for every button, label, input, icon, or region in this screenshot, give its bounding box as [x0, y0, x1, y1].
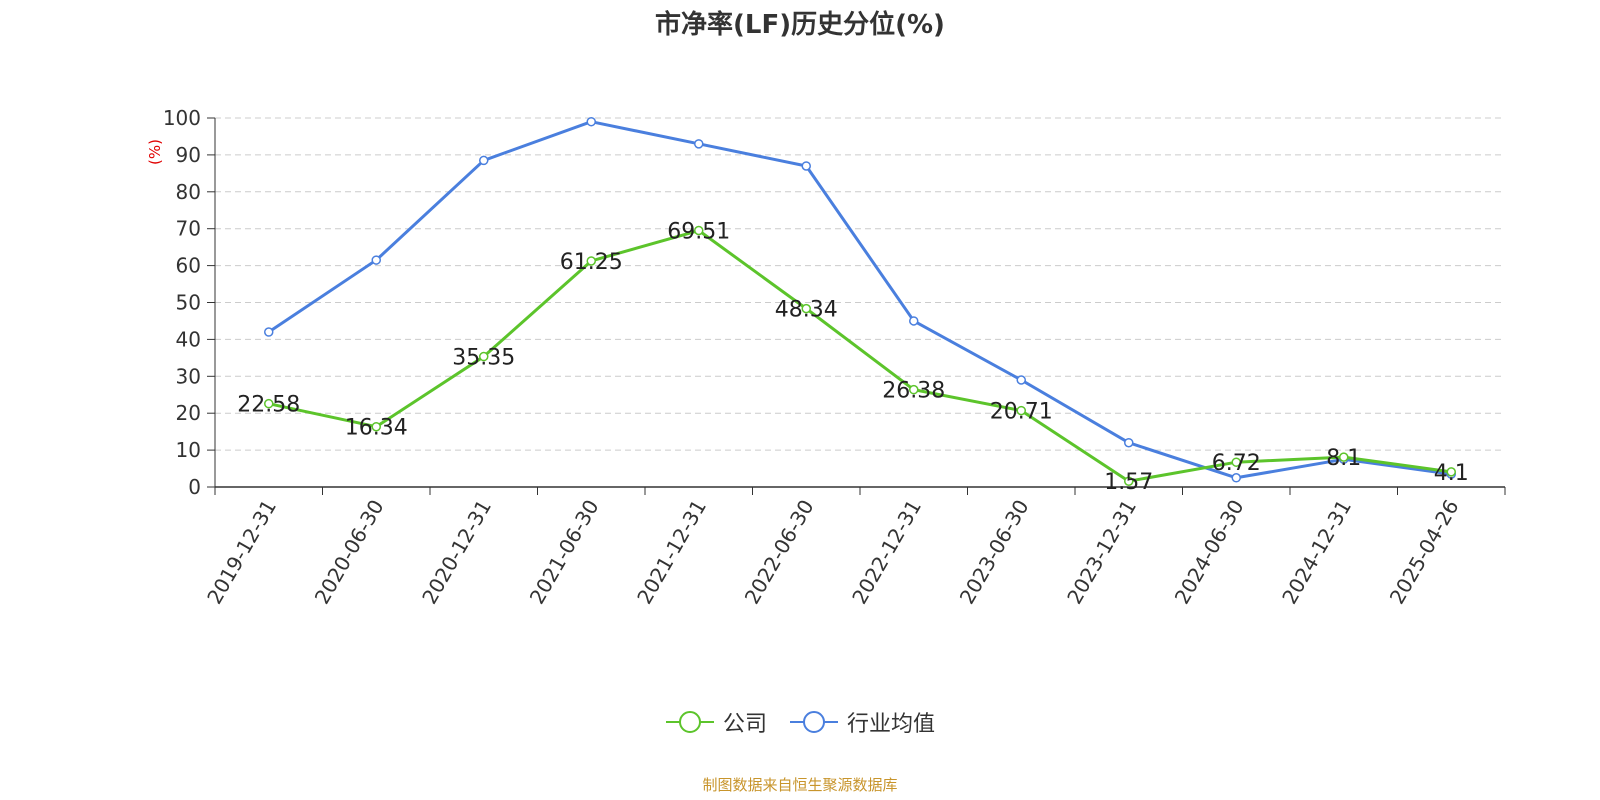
x-tick-label: 2022-12-31 [847, 496, 926, 609]
source-note: 制图数据来自恒生聚源数据库 [702, 776, 898, 794]
x-tick-label: 2020-06-30 [310, 496, 389, 609]
y-tick-label: 90 [176, 143, 201, 167]
data-point [1446, 467, 1456, 477]
data-point [801, 161, 811, 171]
data-point [586, 116, 596, 127]
grid-layer [215, 117, 1505, 451]
y-tick-label: 10 [176, 438, 201, 462]
legend: 公司 行业均值 [0, 706, 1600, 738]
data-point [1124, 437, 1134, 448]
data-label: 4.1 [1434, 461, 1469, 486]
data-point [694, 139, 704, 149]
data-label: 20.71 [990, 400, 1053, 425]
data-label: 26.38 [882, 379, 945, 404]
data-label: 1.57 [1104, 470, 1153, 495]
series-layer [264, 116, 1456, 486]
data-label: 61.25 [560, 250, 623, 275]
data-point [1231, 457, 1241, 467]
y-tick-label: 50 [176, 291, 201, 315]
y-tick-label: 80 [176, 180, 201, 204]
data-point [371, 255, 381, 265]
y-axis-label: (%) [146, 139, 164, 165]
x-tick-label: 2023-06-30 [955, 496, 1034, 609]
data-label: 69.51 [667, 220, 730, 245]
legend-item[interactable]: 行业均值 [789, 706, 935, 738]
legend-marker-icon [790, 711, 838, 733]
legend-item[interactable]: 公司 [665, 706, 767, 738]
x-tick-label: 2025-04-26 [1385, 496, 1464, 609]
data-label: 8.1 [1326, 446, 1361, 471]
y-tick-label: 60 [176, 254, 201, 278]
data-point [264, 398, 274, 409]
y-tick-label: 70 [176, 217, 201, 241]
data-label: 48.34 [775, 298, 838, 323]
data-point [479, 155, 489, 166]
data-label: 22.58 [237, 393, 300, 418]
data-point [1016, 405, 1026, 416]
x-tick-label: 2021-12-31 [632, 496, 711, 609]
y-tick-label: 40 [176, 327, 201, 351]
data-point [371, 421, 381, 432]
series-line [268, 229, 1452, 483]
data-label: 35.35 [452, 346, 515, 371]
data-point [264, 327, 274, 337]
x-tick-label: 2021-06-30 [525, 496, 604, 609]
data-point [586, 256, 596, 266]
y-tick-label: 20 [176, 401, 201, 425]
x-tick-label: 2020-12-31 [417, 496, 496, 609]
data-point [694, 225, 704, 236]
y-tick-label: 0 [188, 475, 201, 499]
data-label: 16.34 [345, 416, 408, 441]
label-layer: 22.58 16.34 35.35 61.25 69.51 48.34 26.38 20.71… [237, 220, 1468, 496]
data-point [1124, 476, 1134, 486]
data-point [1339, 452, 1349, 462]
x-tick-label: 2022-06-30 [740, 496, 819, 609]
data-label: 6.72 [1212, 451, 1261, 476]
axis-layer: 0 10 20 30 40 50 60 70 80 90 100 (%) 2019-12-31 2020-… [146, 106, 1506, 609]
y-tick-label: 100 [163, 106, 201, 130]
data-point [1016, 375, 1026, 385]
series-line [267, 120, 1452, 480]
x-tick-label: 2023-12-31 [1062, 496, 1141, 609]
data-point [479, 351, 489, 362]
legend-label: 公司 [722, 712, 767, 737]
data-point [909, 384, 919, 395]
data-point [801, 303, 811, 314]
data-point [909, 316, 919, 326]
legend-marker-icon [665, 711, 714, 733]
data-point [1231, 473, 1241, 483]
chart-title: 市净率(LF)历史分位(%) [655, 10, 945, 40]
legend-label: 行业均值 [847, 712, 936, 737]
x-tick-label: 2024-06-30 [1170, 496, 1249, 609]
x-tick-label: 2024-12-31 [1277, 496, 1356, 609]
x-tick-label: 2019-12-31 [202, 496, 281, 609]
y-tick-label: 30 [176, 364, 201, 388]
